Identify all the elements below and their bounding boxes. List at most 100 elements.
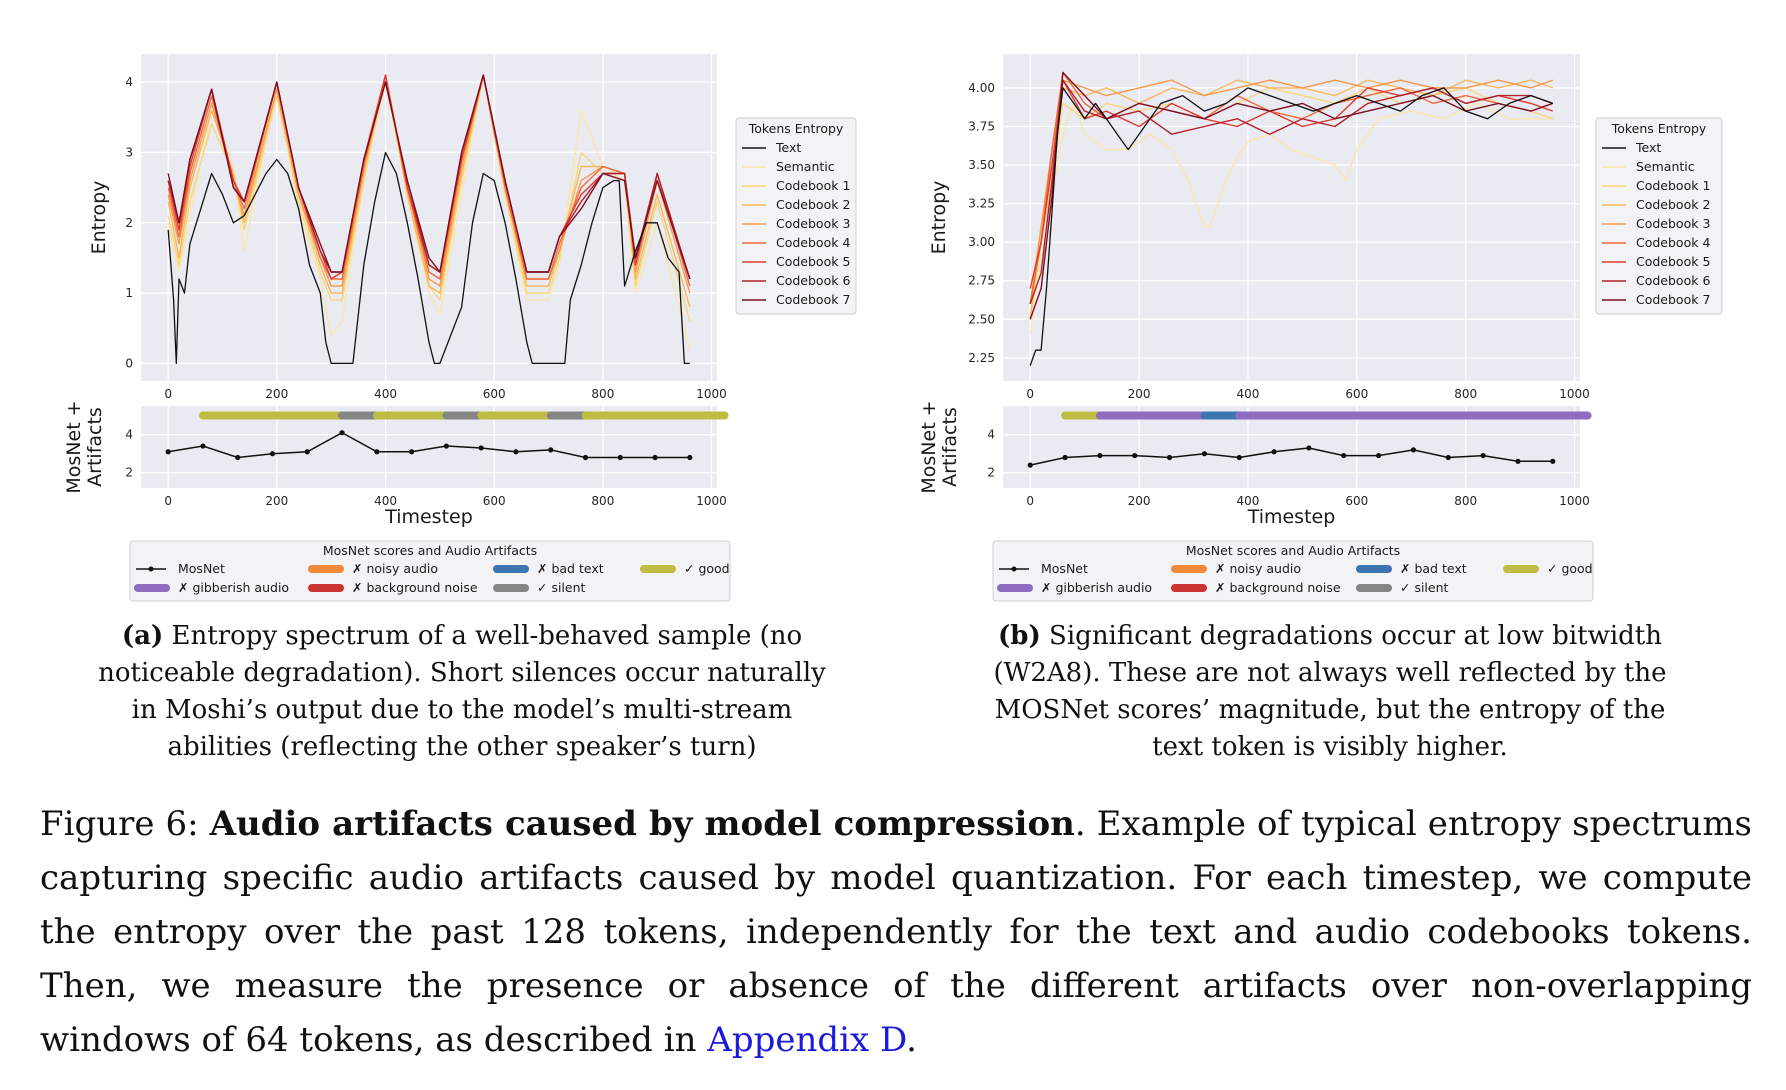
artifact-x-tick-label: 400 [1236,494,1259,508]
artifact-x-tick-label: 0 [1026,494,1034,508]
entropy-legend-label: Codebook 5 [776,254,850,269]
series-line-text [167,151,690,365]
mosnet-point [1480,452,1486,459]
subcaption-a-line-3: in Moshi’s output due to the model’s mul… [131,695,793,725]
series-line-codebook-5 [167,74,691,280]
chart-panel-b: 0 200 400 600 800 1000 2.25 2.50 2.75 3.00 3.25 3.5… [918,54,1723,602]
entropy-legend [1595,117,1723,315]
series-line-codebook-4 [1029,71,1554,305]
subcaption-b-line-2: (W2A8). These are not always well reflec… [993,658,1667,688]
mosnet-point [1027,462,1033,468]
artifact-plot-background [1003,406,1580,488]
mosnet-point [548,447,554,453]
x-tick-label: 1000 [1559,387,1590,401]
subcaption-a-label: (a) [121,621,164,651]
mosnet-point [1341,452,1347,459]
mosnet-point [374,449,380,455]
x-tick-label: 200 [1128,387,1151,401]
mosnet-point [478,445,484,451]
mosnet-point [513,449,519,455]
x-tick-label: 400 [1236,387,1259,401]
y-tick-label: 3.50 [968,158,995,172]
mosnet-legend-label: ✗ background noise [1215,580,1341,595]
x-tick-label: 600 [1345,387,1368,401]
figure-caption: Figure 6: Audio artifacts caused by mode… [40,797,1752,1067]
artifact-x-tick-label: 800 [1454,494,1477,508]
entropy-legend-label: Semantic [1636,159,1695,174]
y-tick-label: 2.75 [968,274,995,288]
artifact-x-tick-label: 400 [374,494,397,508]
y-tick-label: 1 [125,286,133,300]
figure-caption-body: . Example of typical entropy spectrums c… [40,804,1753,1060]
mosnet-legend-label: ✗ background noise [352,580,478,595]
series-line-codebook-1 [1029,87,1554,320]
appendix-link[interactable]: Appendix D [707,1020,907,1060]
series-line-codebook-7 [1029,71,1554,320]
mosnet-point [304,449,310,455]
entropy-legend-label: Codebook 1 [776,178,850,193]
mosnet-point [1306,445,1312,451]
mosnet-point [1375,452,1382,459]
subcaption-a-line-1: Entropy spectrum of a well-behaved sampl… [163,621,803,651]
mosnet-line [1030,447,1553,466]
subcaption-b-line-1: Significant degradations occur at low bi… [1040,621,1662,651]
mosnet-point [1410,447,1417,453]
series-line-codebook-3 [1029,79,1554,304]
entropy-legend-label: Codebook 6 [776,273,850,288]
subcaption-b: (b) Significant degradations occur at lo… [920,618,1740,766]
mosnet-point [1515,458,1521,464]
figure-caption-prefix: Figure 6: [40,804,210,844]
subcaption-b-label: (b) [997,621,1041,651]
artifact-x-tick-label: 600 [1345,494,1368,508]
series-line-codebook-3 [167,74,691,294]
mosnet-point [652,454,658,461]
mosnet-legend-label: ✗ bad text [537,561,604,576]
mosnet-point [200,443,206,449]
mosnet-legend-marker [148,566,154,572]
mosnet-point [235,454,241,461]
mosnet-legend-label: ✓ silent [537,580,586,595]
mosnet-legend-label: ✗ gibberish audio [1041,580,1152,595]
mosnet-legend-label: ✓ good [684,561,730,576]
mosnet-point [1236,454,1242,461]
mosnet-point [1166,454,1173,461]
artifact-x-tick-label: 1000 [1559,494,1590,508]
entropy-legend-title: Tokens Entropy [748,121,844,136]
x-tick-label: 800 [591,387,614,401]
mosnet-point [1271,449,1277,455]
artifact-x-tick-label: 800 [591,494,614,508]
x-tick-label: 800 [1454,387,1477,401]
x-axis-label: Timestep [1247,506,1336,528]
subcaption-b-line-4: text token is visibly higher. [1152,732,1508,762]
y-tick-label: 2.50 [968,312,995,326]
artifact-plot-background [141,406,717,488]
entropy-legend-label: Codebook 4 [776,235,850,250]
y-tick-label: 3.00 [968,235,995,249]
y-tick-label: 3 [125,145,133,159]
entropy-legend-label: Codebook 1 [1636,178,1710,193]
entropy-legend-label: Codebook 3 [776,216,850,231]
mosnet-legend-label: ✗ bad text [1400,561,1467,576]
x-tick-label: 0 [1026,387,1034,401]
entropy-legend-label: Codebook 3 [1636,216,1710,231]
artifact-y-axis-label: MosNet + [63,400,85,493]
entropy-legend-label: Codebook 7 [1636,292,1710,307]
subcaption-a-line-2: noticeable degradation). Short silences … [98,658,826,688]
entropy-legend-label: Codebook 6 [1636,273,1710,288]
x-tick-label: 1000 [696,387,727,401]
mosnet-legend-label: MosNet [178,561,225,576]
mosnet-point [1097,452,1103,459]
series-line-semantic [167,74,691,350]
artifact-y-axis-label: Artifacts [84,407,106,487]
mosnet-point [409,449,415,455]
mosnet-point [443,443,449,449]
y-axis-label: Entropy [88,181,110,255]
mosnet-legend-marker [1011,566,1017,572]
entropy-legend-label: Codebook 2 [776,197,850,212]
y-tick-label: 3.75 [968,119,995,133]
mosnet-legend-label: ✓ silent [1400,580,1449,595]
x-tick-label: 400 [374,387,397,401]
mosnet-point [1062,454,1068,461]
mosnet-legend-label: ✗ noisy audio [352,561,438,576]
